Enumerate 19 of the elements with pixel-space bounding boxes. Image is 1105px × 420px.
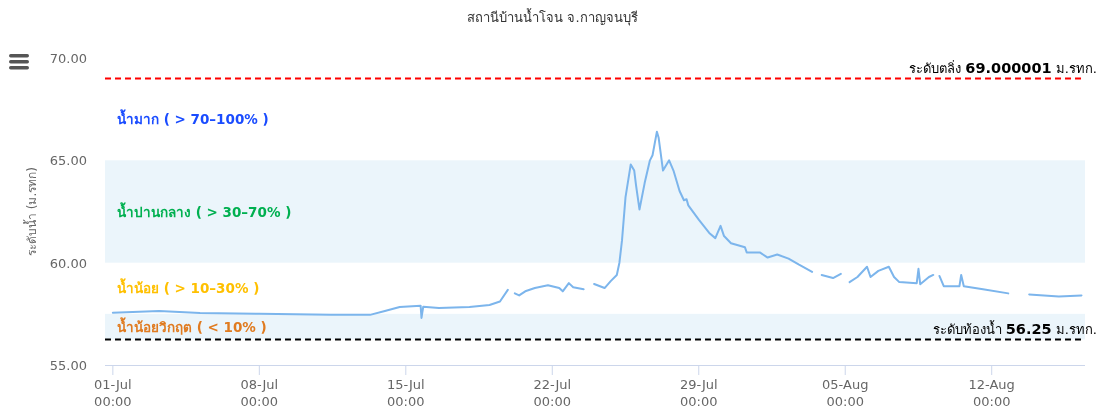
x-tick-label: 15-Jul 00:00 <box>386 377 425 409</box>
x-tick-label: 12-Aug 00:00 <box>968 377 1015 409</box>
y-tick-label: 70.00 <box>49 51 87 66</box>
annotation: น้ำมาก ( > 70–100% ) <box>117 109 269 128</box>
band-label: น้ำน้อยวิกฤต ( < 10% ) <box>117 316 267 335</box>
ref-line-label: ระดับท้องน้ำ 56.25 ม.รทก. <box>932 320 1097 338</box>
x-tick-label: 01-Jul 00:00 <box>94 377 132 409</box>
y-tick-label: 55.00 <box>49 358 87 373</box>
x-tick-label: 22-Jul 00:00 <box>533 377 572 409</box>
y-axis-title: ระดับน้ำ (ม.รทก) <box>23 167 39 256</box>
y-tick-label: 65.00 <box>49 153 87 169</box>
x-tick-label: 29-Jul 00:00 <box>679 377 718 409</box>
x-tick-label: 08-Jul 00:00 <box>240 377 279 409</box>
ref-line-label: ระดับตลิ่ง 69.000001 ม.รทก. <box>909 60 1097 77</box>
chart-title: สถานีบ้านน้ำโจน จ.กาญจนบุรี <box>467 8 638 26</box>
annotation: น้ำน้อย ( > 10–30% ) <box>117 278 260 297</box>
x-tick-label: 05-Aug 00:00 <box>822 377 869 409</box>
y-tick-label: 60.00 <box>49 255 87 271</box>
band-label: น้ำปานกลาง ( > 30–70% ) <box>117 201 292 220</box>
